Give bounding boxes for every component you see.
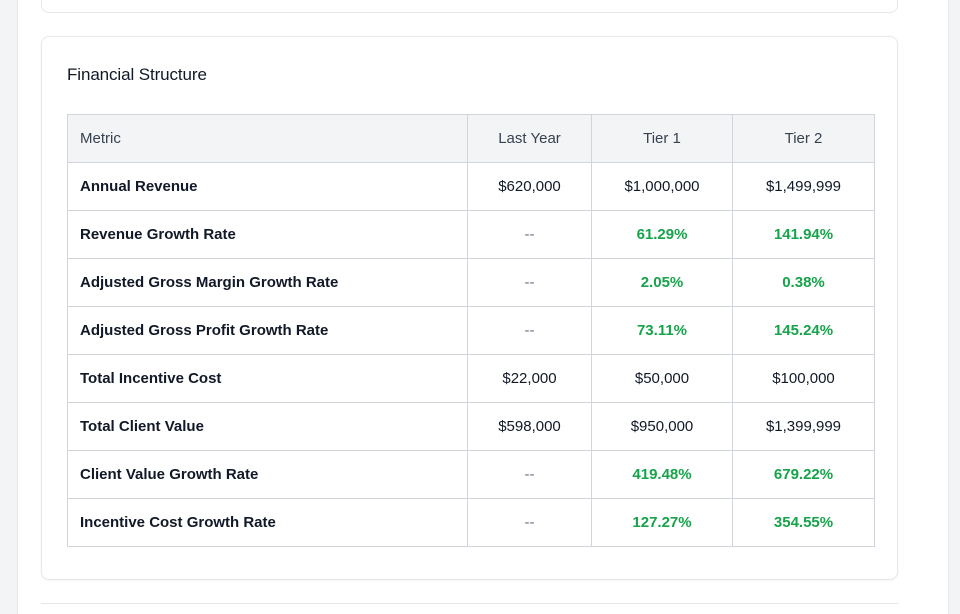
- previous-card: [41, 0, 898, 13]
- value-tier-1: 127.27%: [591, 498, 733, 547]
- metric-client-value-growth-rate: Client Value Growth Rate: [67, 450, 468, 499]
- value-last-year: --: [467, 258, 592, 307]
- value-last-year: $22,000: [467, 354, 592, 403]
- table-row: Incentive Cost Growth Rate -- 127.27% 35…: [67, 498, 875, 547]
- metric-revenue-growth-rate: Revenue Growth Rate: [67, 210, 468, 259]
- table-header-row: Metric Last Year Tier 1 Tier 2: [67, 114, 875, 163]
- value-tier-2: 679.22%: [732, 450, 875, 499]
- table-row: Adjusted Gross Profit Growth Rate -- 73.…: [67, 306, 875, 355]
- table-row: Total Client Value $598,000 $950,000 $1,…: [67, 402, 875, 451]
- value-tier-1: 2.05%: [591, 258, 733, 307]
- value-last-year: $620,000: [467, 162, 592, 211]
- value-tier-2: 354.55%: [732, 498, 875, 547]
- table-row: Adjusted Gross Margin Growth Rate -- 2.0…: [67, 258, 875, 307]
- metric-adjusted-gross-margin-growth-rate: Adjusted Gross Margin Growth Rate: [67, 258, 468, 307]
- value-tier-1: 61.29%: [591, 210, 733, 259]
- metric-total-incentive-cost: Total Incentive Cost: [67, 354, 468, 403]
- value-last-year: $598,000: [467, 402, 592, 451]
- next-card-edge: [41, 603, 898, 604]
- value-last-year: --: [467, 450, 592, 499]
- column-header-metric: Metric: [67, 114, 468, 163]
- value-tier-2: 141.94%: [732, 210, 875, 259]
- metric-incentive-cost-growth-rate: Incentive Cost Growth Rate: [67, 498, 468, 547]
- section-title: Financial Structure: [67, 65, 207, 84]
- column-header-tier-1: Tier 1: [591, 114, 733, 163]
- value-tier-2: $1,499,999: [732, 162, 875, 211]
- financial-structure-card: Financial Structure Metric Last Year Tie…: [41, 36, 898, 580]
- value-last-year: --: [467, 210, 592, 259]
- value-tier-1: 73.11%: [591, 306, 733, 355]
- column-header-last-year: Last Year: [467, 114, 592, 163]
- value-tier-1: $50,000: [591, 354, 733, 403]
- value-tier-2: $1,399,999: [732, 402, 875, 451]
- metric-annual-revenue: Annual Revenue: [67, 162, 468, 211]
- metric-total-client-value: Total Client Value: [67, 402, 468, 451]
- value-tier-1: $950,000: [591, 402, 733, 451]
- value-tier-2: 0.38%: [732, 258, 875, 307]
- metric-adjusted-gross-profit-growth-rate: Adjusted Gross Profit Growth Rate: [67, 306, 468, 355]
- financial-structure-table: Metric Last Year Tier 1 Tier 2 Annual Re…: [67, 114, 875, 547]
- value-last-year: --: [467, 306, 592, 355]
- value-last-year: --: [467, 498, 592, 547]
- value-tier-1: $1,000,000: [591, 162, 733, 211]
- value-tier-2: 145.24%: [732, 306, 875, 355]
- value-tier-2: $100,000: [732, 354, 875, 403]
- value-tier-1: 419.48%: [591, 450, 733, 499]
- column-header-tier-2: Tier 2: [732, 114, 875, 163]
- table-row: Annual Revenue $620,000 $1,000,000 $1,49…: [67, 162, 875, 211]
- table-row: Total Incentive Cost $22,000 $50,000 $10…: [67, 354, 875, 403]
- table-row: Client Value Growth Rate -- 419.48% 679.…: [67, 450, 875, 499]
- table-row: Revenue Growth Rate -- 61.29% 141.94%: [67, 210, 875, 259]
